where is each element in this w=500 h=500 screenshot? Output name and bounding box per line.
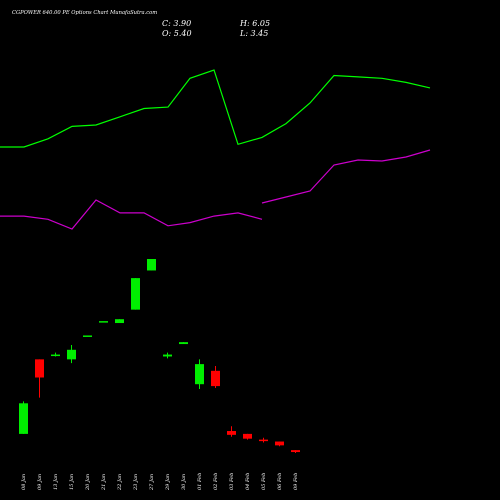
x-tick-label: 09 Jan xyxy=(37,474,43,490)
x-tick-label: 20 Jan xyxy=(85,474,91,491)
stat-open: O: 5.40 xyxy=(162,29,192,38)
series-line-lower xyxy=(0,199,263,230)
x-tick-label: 05 Feb xyxy=(261,473,267,490)
x-tick-label: 04 Feb xyxy=(245,473,251,490)
candle-body xyxy=(131,278,140,310)
x-tick-label: 21 Jan xyxy=(101,474,107,491)
x-tick-label: 13 Jan xyxy=(53,474,59,490)
candle-body xyxy=(275,441,284,446)
x-tick-label: 06 Feb xyxy=(277,473,283,490)
candle-body xyxy=(147,259,156,271)
candle-body xyxy=(163,354,172,357)
indicator-lines xyxy=(0,69,431,230)
candle-body xyxy=(179,342,188,345)
x-axis: 08 Jan 09 Jan 13 Jan 15 Jan 20 Jan 21 Jan 22 J… xyxy=(21,473,299,491)
stat-high: H: 6.05 xyxy=(239,19,270,28)
candle-body xyxy=(259,439,268,442)
candle-body xyxy=(211,370,220,387)
x-tick-label: 29 Jan xyxy=(165,474,171,491)
series-line-lower-tail xyxy=(261,149,431,204)
candle-body xyxy=(227,431,236,435)
x-tick-label: 30 Jan xyxy=(181,474,187,490)
x-tick-label: 22 Jan xyxy=(117,474,123,491)
x-tick-label: 02 Feb xyxy=(213,473,219,490)
candle-body xyxy=(19,403,28,434)
candle-body xyxy=(35,359,44,378)
candles xyxy=(19,259,300,453)
x-tick-label: 23 Jan xyxy=(133,474,139,491)
candle-body xyxy=(291,450,300,453)
candle-body xyxy=(243,433,252,439)
x-tick-label: 01 Feb xyxy=(197,473,203,490)
candle-body xyxy=(99,321,108,323)
x-tick-label: 08 Jan xyxy=(21,474,27,490)
chart-title: CGPOWER 640.00 PE Options Chart MunafaSu… xyxy=(12,10,157,16)
x-tick-label: 27 Jan xyxy=(149,474,155,491)
candle-body xyxy=(195,364,204,385)
x-tick-label: 03 Feb xyxy=(229,473,235,490)
stat-close: C: 3.90 xyxy=(162,19,191,28)
candle-body xyxy=(115,319,124,324)
candle-body xyxy=(67,349,76,360)
candle-body xyxy=(51,354,60,357)
x-tick-label: 15 Jan xyxy=(69,474,75,490)
candle-body xyxy=(83,335,92,337)
stat-low: L: 3.45 xyxy=(239,29,268,38)
x-tick-label: 09 Feb xyxy=(293,473,299,490)
series-line-upper xyxy=(0,69,431,148)
